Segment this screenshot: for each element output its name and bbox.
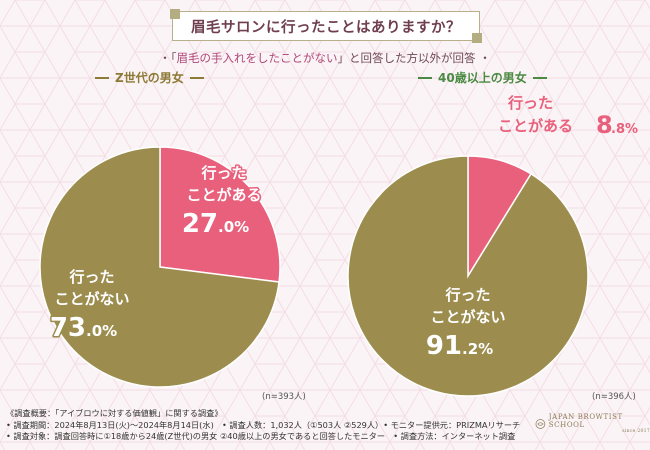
legend-dash-right (532, 76, 547, 79)
slice-label-line2: ことがない (54, 290, 129, 308)
legend-label-over40: 40歳以上の男女 (438, 71, 527, 85)
sample-size-over40: (n=396人) (592, 392, 636, 402)
footer-line-3: • 調査対象：調査回答時に①18歳から24歳(Z世代)の男女 ②40歳以上の男女… (6, 431, 516, 441)
title-box: 眉毛サロンに行ったことはありますか？ (170, 9, 482, 43)
pie-slice-never (347, 155, 589, 397)
subtitle-prefix: ・「 (159, 51, 177, 65)
logo: JAPAN BROWTIST SCHOOL since 2017 (535, 413, 650, 434)
legend-gen-z: Z世代の男女 (95, 69, 204, 86)
slice-label-line2: ことがある (186, 186, 261, 204)
footer-line-2: • 調査期間：2024年8月13日(火)〜2024年8月14日(水) • 調査人… (6, 419, 521, 430)
subtitle-suffix: 」と回答した方以外が回答 ・ (337, 51, 491, 65)
slice-value-decimal: .2% (462, 340, 493, 358)
legend-label-gen-z: Z世代の男女 (115, 71, 184, 85)
footer-line-1: 《調査概要：「アイブロウに対する価値観」に関する調査》 (6, 408, 223, 418)
logo-name: JAPAN BROWTIST SCHOOL (548, 413, 623, 429)
legend-dash-left (95, 76, 109, 79)
survey-footer: 《調査概要：「アイブロウに対する価値観」に関する調査》 • 調査期間：2024年… (6, 408, 520, 443)
legend-over40: 40歳以上の男女 (418, 69, 547, 86)
legend-dash-left (418, 76, 432, 79)
slice-label-line1: 行った (68, 268, 114, 286)
slice-value-decimal: .0% (218, 218, 249, 236)
slice-value-label: 27 (182, 209, 218, 239)
slice-label-line1: 行った (200, 164, 246, 182)
pie-slice-went (159, 146, 281, 283)
legend-dash-right (189, 76, 204, 79)
slice-value-label: 73 (50, 313, 86, 343)
slice-label-line2: ことがある (498, 117, 573, 135)
subtitle-highlight: 眉毛の手入れをしたことがない (176, 51, 338, 65)
logo-sub: since 2017 (622, 429, 650, 434)
slice-label-line1: 行った (507, 94, 553, 112)
slice-label-line1: 行った (444, 286, 490, 304)
slice-value-decimal: .8% (611, 122, 638, 137)
sample-size-gen-z: (n=393人) (262, 392, 306, 402)
slice-value-label: 8 (596, 111, 613, 139)
slice-value-decimal: .0% (86, 322, 117, 340)
chart-title: 眉毛サロンに行ったことはありますか？ (191, 19, 461, 36)
pie-slice-never (39, 146, 280, 388)
chart-subtitle: ・「眉毛の手入れをしたことがない」と回答した方以外が回答 ・ (0, 50, 650, 66)
slice-value-label: 91 (426, 331, 462, 361)
logo-emblem-icon (535, 418, 546, 429)
slice-label-line2: ことがない (430, 308, 505, 326)
